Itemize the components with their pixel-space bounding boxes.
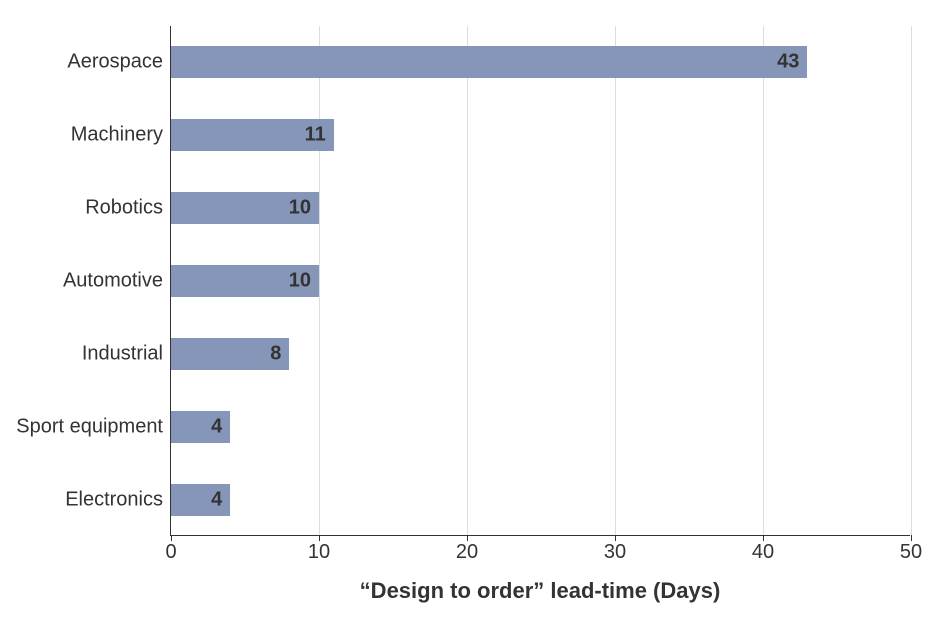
y-tick-label: Industrial: [82, 342, 171, 365]
grid-line: [319, 26, 320, 535]
grid-line: [615, 26, 616, 535]
lead-time-chart: 0 10 20 30 40 50 Aerospace 43 Machinery 11 Robotic…: [0, 0, 949, 625]
bar-value-label: 43: [777, 51, 799, 74]
plot-area: 01020304050Aerospace43Machinery11Robotic…: [170, 26, 910, 536]
y-tick-label: Sport equipment: [16, 415, 171, 438]
x-tick-label: 20: [456, 535, 478, 564]
x-tick-label: 50: [900, 535, 922, 564]
y-tick-label: Automotive: [63, 270, 171, 293]
grid-line: [763, 26, 764, 535]
y-tick-label: Robotics: [85, 197, 171, 220]
y-tick-label: Machinery: [71, 124, 171, 147]
x-tick-label: 40: [752, 535, 774, 564]
bar-value-label: 11: [305, 124, 326, 147]
x-axis-title: “Design to order” lead-time (Days): [360, 578, 721, 604]
bar-value-label: 10: [289, 270, 311, 293]
bar-value-label: 4: [211, 415, 222, 438]
grid-line: [467, 26, 468, 535]
x-tick-label: 10: [308, 535, 330, 564]
bar-value-label: 10: [289, 197, 311, 220]
x-tick-label: 0: [165, 535, 176, 564]
y-tick-label: Aerospace: [67, 51, 171, 74]
bar-value-label: 4: [211, 488, 222, 511]
bar-value-label: 8: [270, 342, 281, 365]
x-tick-label: 30: [604, 535, 626, 564]
y-tick-label: Electronics: [65, 488, 171, 511]
grid-line: [911, 26, 912, 535]
bar: [171, 46, 807, 78]
